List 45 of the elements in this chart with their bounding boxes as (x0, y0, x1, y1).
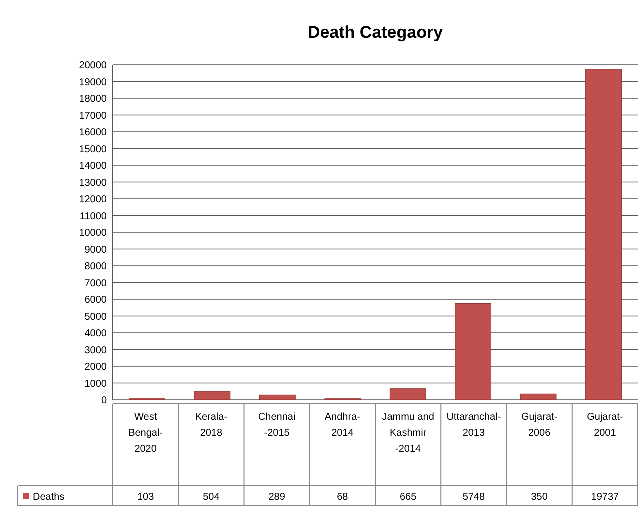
bar (455, 303, 492, 400)
y-tick-label: 9000 (84, 244, 108, 256)
y-tick-label: 7000 (84, 278, 108, 290)
y-tick-label: 1000 (84, 378, 108, 390)
y-tick-label: 0 (101, 396, 108, 406)
y-tick-label: 20000 (79, 60, 108, 72)
x-tick-label: Jammu and Kashmir -2014 (382, 412, 434, 455)
data-label: 68 (337, 492, 349, 503)
y-tick-label: 2000 (84, 362, 108, 373)
data-label: 665 (400, 492, 418, 503)
data-label: 504 (203, 492, 220, 503)
data-label: 19737 (591, 492, 620, 503)
y-tick-label: 12000 (79, 194, 108, 206)
y-tick-label: 15000 (79, 144, 108, 156)
x-tick-label: Gujarat-2001 (587, 412, 624, 439)
y-tick-label: 5000 (84, 312, 108, 323)
bar (259, 394, 296, 400)
y-tick-label: 19000 (79, 77, 108, 88)
y-tick-label: 17000 (79, 110, 108, 122)
y-tick-label: 3000 (84, 345, 108, 356)
chart-title: Death Categaory (308, 23, 444, 42)
data-label: 350 (531, 492, 548, 503)
bar (194, 391, 231, 400)
x-tick-label: Uttaranchal-2013 (446, 412, 502, 439)
y-tick-label: 14000 (79, 161, 108, 172)
y-tick-label: 4000 (84, 328, 108, 340)
y-tick-label: 16000 (79, 128, 108, 138)
y-tick-label: 11000 (80, 211, 108, 222)
bar (390, 388, 426, 400)
x-tick-label: Kerala-2018 (195, 412, 228, 439)
data-label: 103 (137, 492, 155, 503)
legend-label: Deaths (33, 492, 65, 503)
y-tick-label: 18000 (79, 94, 108, 105)
y-tick-label: 10000 (79, 228, 108, 239)
x-tick-label: West Bengal-2020 (128, 412, 164, 455)
data-label: 289 (268, 492, 286, 503)
data-label: 5748 (462, 492, 486, 503)
x-tick-label: Gujarat-2006 (522, 412, 558, 439)
y-tick-label: 8000 (84, 262, 108, 272)
x-tick-label: Andhra-2014 (324, 412, 360, 439)
x-tick-label: Chennai -2015 (258, 412, 296, 439)
bar (520, 394, 557, 400)
bar (586, 69, 622, 400)
y-tick-label: 13000 (79, 178, 108, 189)
y-tick-label: 6000 (84, 295, 108, 306)
